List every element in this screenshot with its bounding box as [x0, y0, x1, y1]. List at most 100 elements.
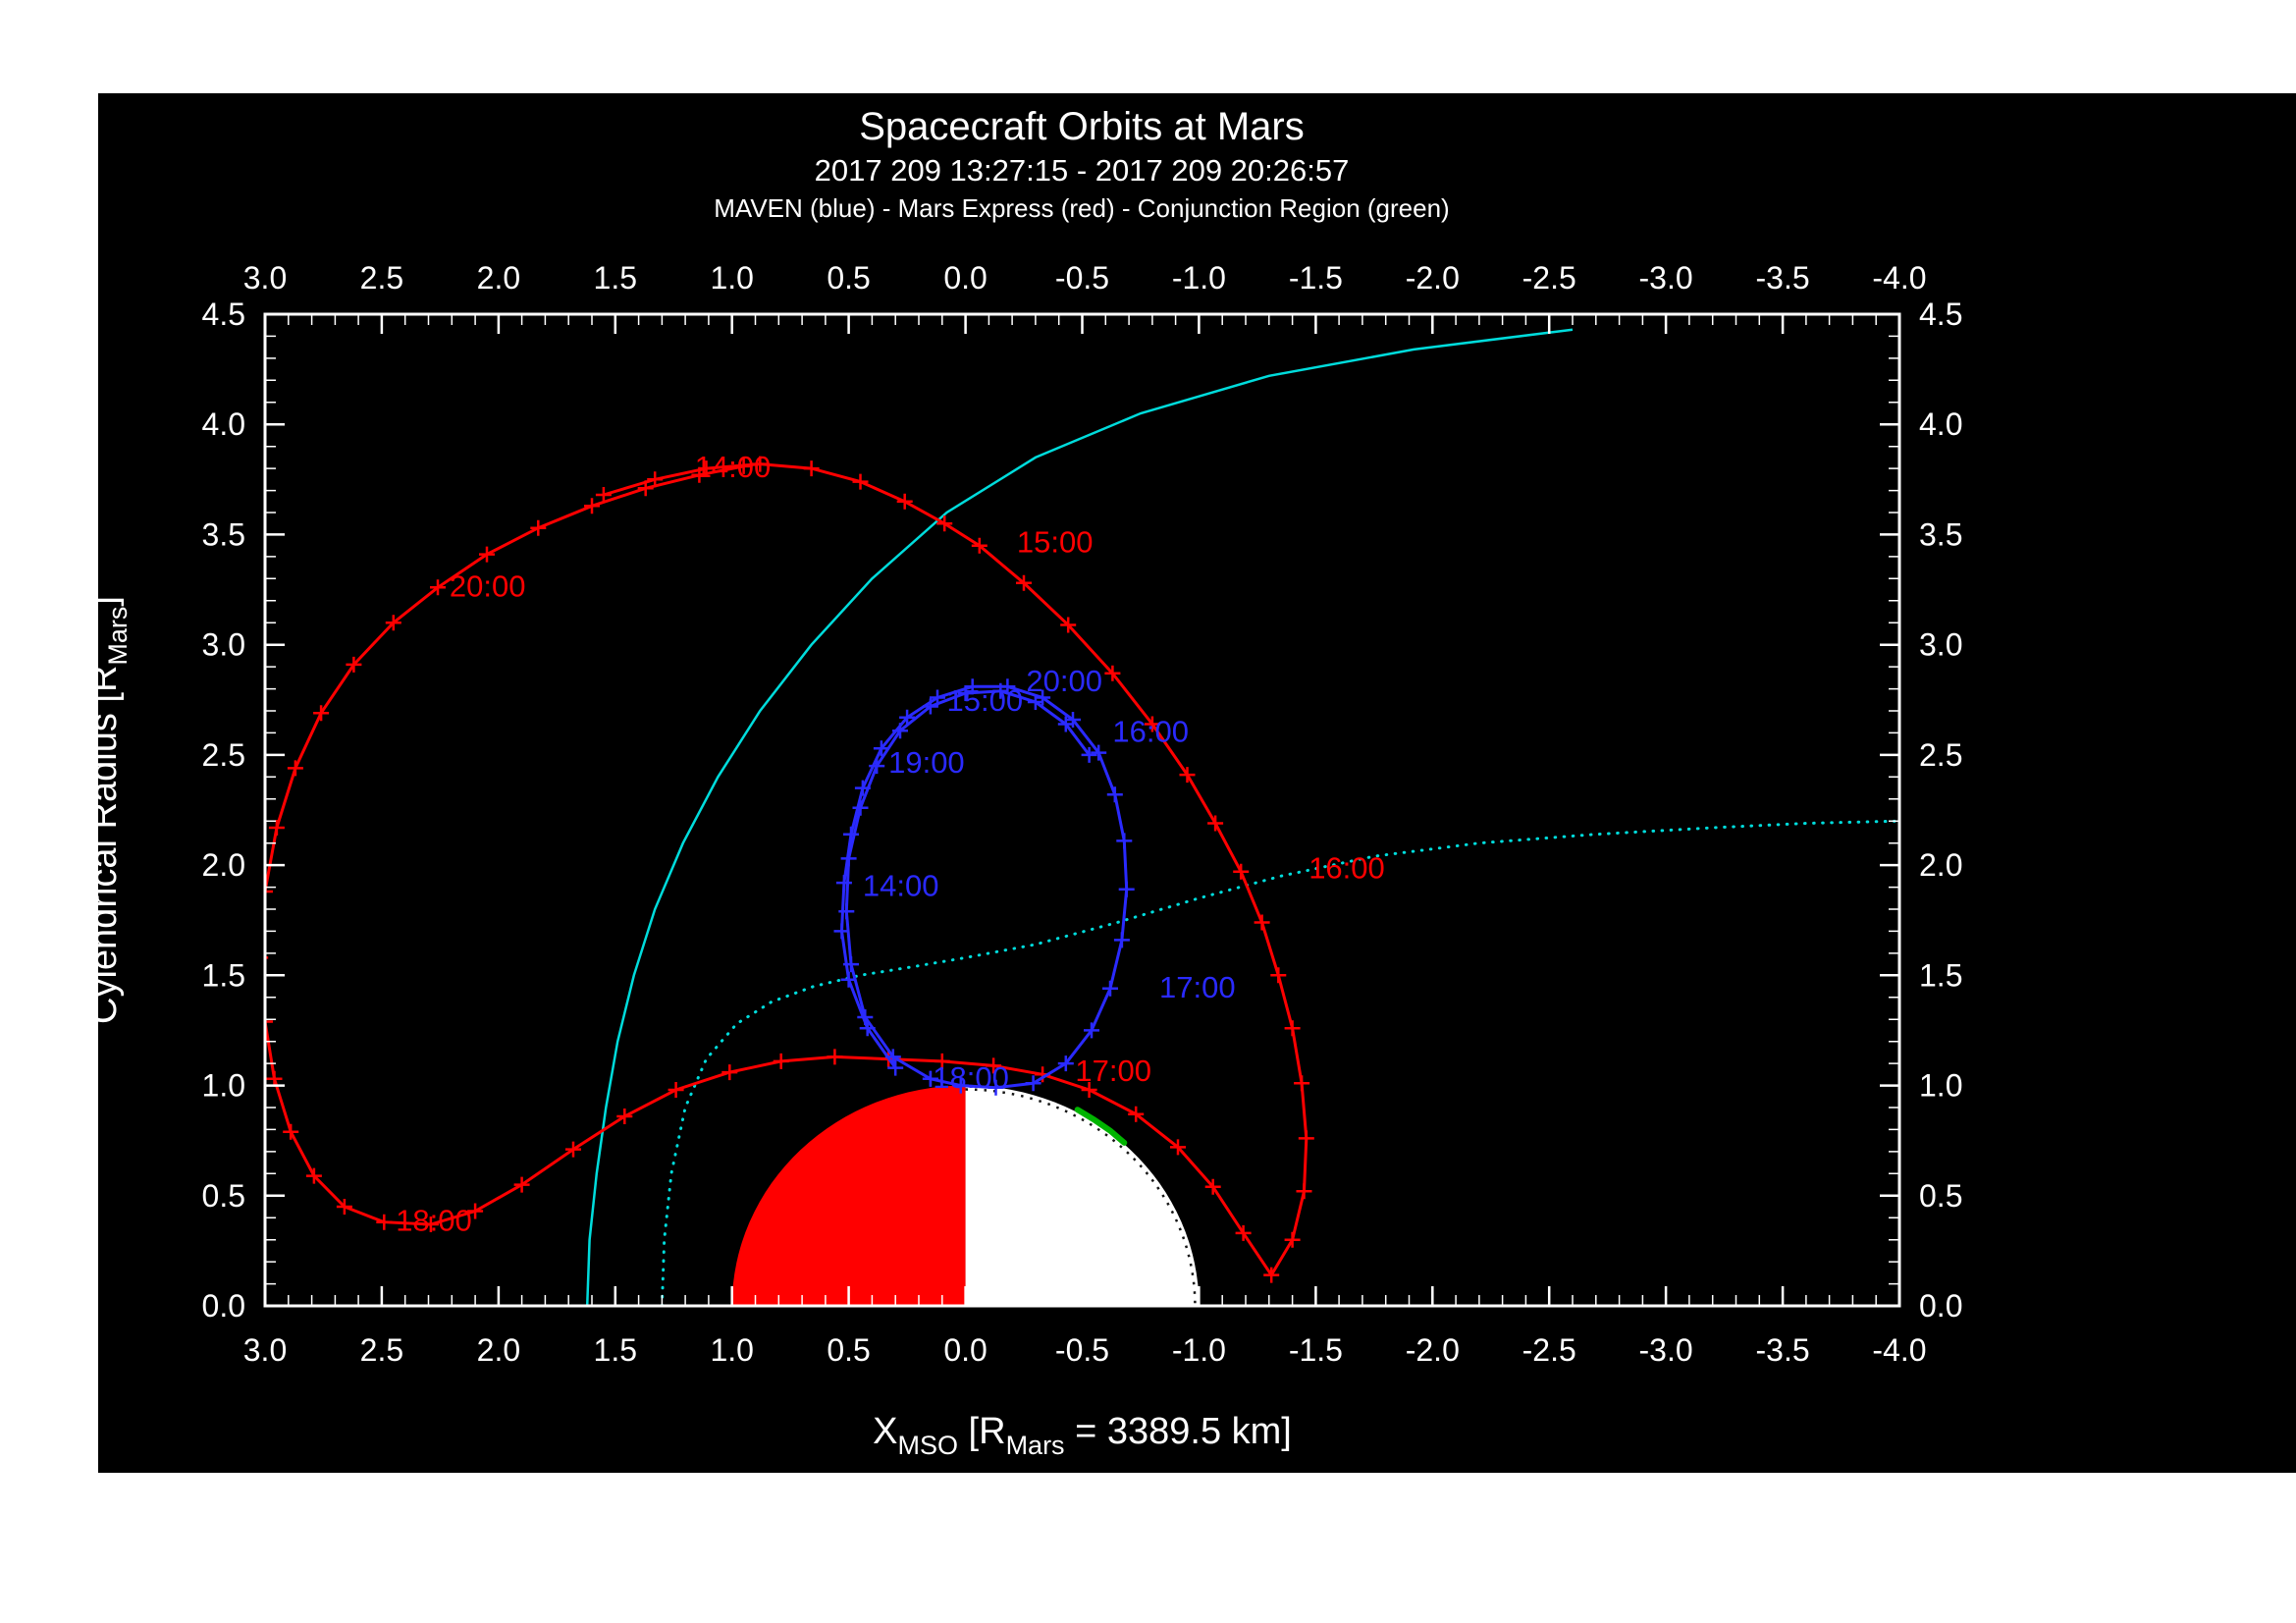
y-tick-label-left: 2.0: [202, 847, 245, 883]
y-tick-label-right: 1.0: [1919, 1068, 1962, 1104]
x-tick-label-top: 0.0: [943, 260, 987, 296]
orbit-plus-marker: [873, 740, 889, 757]
orbit-plus-marker: [922, 698, 938, 715]
orbit-plus-marker: [1057, 716, 1074, 732]
plot-layer: 14:00 15:00 16:00 17:00 18:00 20:00 14:00 15:00…: [83, 260, 1962, 1460]
mars_express-time-label: 15:00: [1017, 524, 1094, 559]
x-tick-label-bottom: 0.5: [827, 1332, 870, 1368]
orbit-plus-marker: [892, 723, 908, 739]
orbit-plus-marker: [1104, 665, 1121, 681]
orbit-plus-marker: [1113, 932, 1130, 948]
x-tick-label-bottom: 2.0: [477, 1332, 520, 1368]
mars_express-time-label: 16:00: [1308, 851, 1385, 886]
mars_express-time-label: 18:00: [396, 1204, 472, 1238]
axes: 3.0 3.0 2.5 2.5 2.0 2.0 1.5 1.5 1.0 1.0 0.5 0.5 0.0 0…: [83, 260, 1962, 1460]
orbit-plus-marker: [1016, 574, 1032, 591]
orbit-plus-marker: [691, 466, 708, 483]
maven-orbit-pass2-tick-marks: [838, 682, 1097, 1087]
orbit-plus-marker: [1204, 1178, 1221, 1195]
maven-time-label: 19:00: [888, 745, 965, 780]
y-tick-label-right: 1.5: [1919, 957, 1962, 993]
y-tick-label-left: 1.0: [202, 1068, 245, 1104]
maven-orbit-pass1: [839, 684, 1129, 1090]
x-tick-label-bottom: -3.5: [1756, 1332, 1810, 1368]
orbit-plus-marker: [721, 1064, 738, 1081]
orbit-plus-marker: [1081, 1082, 1097, 1098]
orbit-plus-marker: [565, 1141, 581, 1158]
orbit-plus-marker: [287, 760, 303, 777]
x-tick-label-top: -2.0: [1406, 260, 1460, 296]
plot-panel-background: [98, 93, 2296, 1473]
orbit-plus-marker: [1118, 881, 1135, 897]
orbit-curves: [265, 328, 1899, 1306]
mars-dayside-half: [731, 1085, 966, 1306]
maven-time-label: 17:00: [1159, 970, 1236, 1004]
orbit-plus-marker: [479, 546, 495, 563]
maven-orbit-pass1-tick-marks: [833, 678, 1135, 1096]
x-tick-label-bottom: -2.5: [1522, 1332, 1576, 1368]
orbit-plus-marker: [305, 1167, 322, 1184]
orbit-plus-marker: [852, 473, 869, 490]
y-axis-title: Cylendrical Radius [RMars]: [83, 596, 133, 1024]
orbit-plus-marker: [1057, 1055, 1074, 1072]
x-tick-label-bottom: 1.0: [710, 1332, 753, 1368]
x-tick-label-top: -3.0: [1639, 260, 1693, 296]
orbit-plus-marker: [1106, 786, 1123, 803]
orbit-plus-marker: [988, 1079, 1004, 1096]
orbit-plus-marker: [336, 1199, 352, 1215]
maven-time-label: 20:00: [1026, 664, 1102, 698]
orbit-plus-marker: [422, 1217, 439, 1232]
orbit-plus-marker: [1102, 980, 1118, 997]
orbit-plus-marker: [952, 1077, 969, 1094]
orbit-plus-marker: [266, 1070, 283, 1087]
orbit-plus-marker: [385, 615, 401, 631]
orbit-plus-marker: [735, 458, 752, 474]
orbit-plus-marker: [283, 1123, 299, 1140]
orbit-plus-marker: [595, 487, 612, 503]
maven-time-label: 14:00: [863, 869, 939, 903]
y-tick-label-left: 3.5: [202, 516, 245, 552]
y-tick-label-left: 4.5: [202, 297, 245, 332]
bow-shock-line: [585, 328, 1574, 1306]
orbit-plus-marker: [1084, 1022, 1099, 1039]
orbit-plus-marker: [1294, 1075, 1310, 1092]
conjunction-region: [1074, 1107, 1128, 1146]
orbit-plus-marker: [957, 685, 974, 701]
orbit-plus-marker: [1091, 744, 1107, 761]
orbit-plus-marker: [986, 1057, 1002, 1074]
x-tick-label-bottom: 3.0: [243, 1332, 287, 1368]
y-tick-label-right: 2.5: [1919, 737, 1962, 773]
x-tick-label-bottom: -0.5: [1055, 1332, 1109, 1368]
y-tick-label-right: 0.0: [1919, 1288, 1962, 1324]
chart-title: Spacecraft Orbits at Mars: [859, 105, 1304, 148]
x-tick-label-top: 2.0: [477, 260, 520, 296]
orbit-plus-marker: [467, 1203, 484, 1219]
x-tick-label-bottom: -3.0: [1639, 1332, 1693, 1368]
orbit-plus-marker: [1270, 967, 1287, 984]
y-tick-label-left: 0.5: [202, 1178, 245, 1214]
orbit-plus-marker: [843, 956, 859, 973]
orbit-plus-marker: [843, 826, 859, 842]
y-tick-label-right: 2.0: [1919, 847, 1962, 883]
orbit-plus-marker: [346, 656, 362, 673]
x-tick-label-top: 3.0: [243, 260, 287, 296]
x-axis-title: XMSO [RMars = 3389.5 km]: [873, 1411, 1292, 1460]
orbit-plus-marker: [936, 515, 953, 532]
y-tick-label-left: 4.0: [202, 406, 245, 442]
orbit-plus-marker: [698, 460, 715, 477]
x-tick-label-top: -4.0: [1872, 260, 1926, 296]
orbit-plus-marker: [430, 579, 446, 596]
mars-limb-dotted: [965, 1088, 1197, 1307]
mars-express-orbit: [265, 462, 1308, 1278]
orbit-plus-marker: [313, 705, 330, 722]
y-tick-label-right: 4.5: [1919, 297, 1962, 332]
x-tick-label-bottom: -1.0: [1172, 1332, 1226, 1368]
x-tick-label-bottom: 1.5: [594, 1332, 637, 1368]
mars-express-orbit-tick-marks: [265, 456, 1314, 1283]
orbit-plus-marker: [887, 1059, 904, 1076]
orbit-plus-marker: [1233, 863, 1250, 880]
x-tick-label-top: 1.0: [710, 260, 753, 296]
orbit-plus-marker: [1170, 1139, 1186, 1156]
y-tick-label-right: 3.5: [1919, 516, 1962, 552]
orbit-plus-marker: [869, 758, 885, 775]
